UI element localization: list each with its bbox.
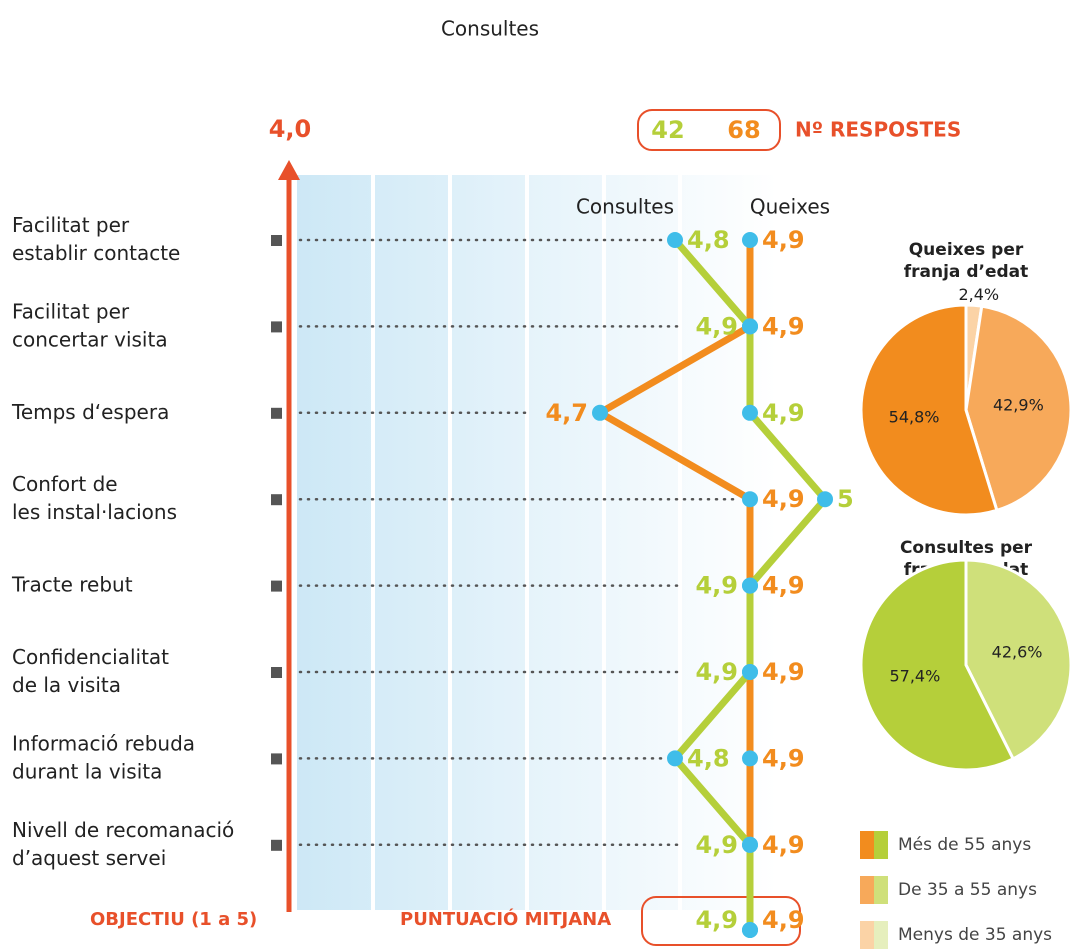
value-label: 4,9 [695,312,738,340]
row-marker [271,753,282,765]
value-label: 4,8 [687,744,730,772]
legend-label: Més de 55 anys [898,835,1031,855]
pie-slice [859,303,999,517]
category-line: d’aquest servei [12,845,166,869]
category-line: Facilitat per [12,299,130,323]
pie-title: Consultes per [900,538,1033,558]
category-line: Tracte rebut [11,572,133,596]
pie-slice [964,558,1072,761]
value-label: 4,9 [762,744,805,772]
category-label: Facilitat per establir contacte [12,213,180,265]
average-label: PUNTUACIÓ MITJANA [400,908,611,930]
category-line: de la visita [12,673,121,697]
pie-title: Queixes per [909,240,1024,260]
responses-label: Nº RESPOSTES [795,118,961,142]
row-marker [271,580,282,592]
panel-lines [371,175,682,910]
pie-label: 57,4% [889,667,940,686]
pie-label: 42,9% [993,396,1044,415]
row-marker [271,407,282,419]
row-marker [271,494,282,506]
category-line: durant la visita [12,759,162,783]
objective-caption: OBJECTIU (1 a 5) [90,909,257,930]
responses-value: 68 [727,116,760,144]
pie-slice [859,558,1016,772]
row-marker [271,667,282,678]
category-label: Nivell de recomanació d’aquest servei [12,817,234,869]
category-label: Temps d‘espera [11,399,169,423]
series-line [671,237,829,848]
value-label: 4,7 [545,399,588,427]
category-line: establir contacte [12,241,180,265]
point [742,491,758,508]
legend-swatch [874,876,888,904]
value-label: 5 [837,485,854,513]
category-line: Confidencialitat [12,645,169,669]
row-marker [271,839,282,851]
legend-swatch [874,921,888,949]
legend-swatch [874,831,888,859]
row-marker [271,321,282,333]
category-line: Facilitat per [12,213,130,237]
pie-label: 2,4% [958,285,999,304]
category-label: Facilitat per concertar visita [12,299,168,351]
objective-label: 4,0 [269,115,312,143]
arrow-head [278,160,300,180]
point [742,232,758,248]
point [817,491,833,508]
point [742,404,758,421]
title: Consultes [441,17,539,41]
category-line: Temps d‘espera [11,399,169,423]
point [742,750,758,767]
value-label: 4,9 [695,831,738,859]
responses-value: 42 [651,116,684,144]
average-value: 4,9 [762,906,805,934]
legend-swatch [860,876,874,904]
average-point [742,922,758,938]
responses-box [637,109,781,151]
value-label: 4,9 [762,831,805,859]
category-line: Informació rebuda [12,731,195,755]
value-label: 4,9 [762,572,805,600]
category-line: concertar visita [12,327,168,351]
value-label: 4,9 [762,658,805,686]
point [742,577,758,594]
legend-swatch [860,921,874,949]
legend-label: Menys de 35 anys [898,925,1052,945]
series-line [596,240,754,845]
point [742,836,758,853]
category-label: Tracte rebut [11,572,133,596]
pie-title: franja d’edat [904,262,1029,282]
average-value: 4,9 [695,906,738,934]
point [667,232,683,248]
legend-label: De 35 a 55 anys [898,880,1037,900]
category-label: Informació rebuda durant la visita [12,731,195,783]
category-label: Confidencialitat de la visita [12,645,169,697]
row-marker [271,235,282,246]
series-header: Consultes [576,195,674,219]
value-label: 4,9 [762,485,805,513]
point [742,664,758,680]
point [667,750,683,767]
value-label: 4,9 [762,226,805,254]
pie-slice [964,304,1072,513]
value-label: 4,9 [762,399,805,427]
value-label: 4,9 [695,658,738,686]
value-label: 4,9 [762,312,805,340]
point [592,404,608,421]
category-line: les instal·lacions [12,500,177,524]
value-label: 4,9 [695,572,738,600]
point [742,318,758,335]
category-line: Nivell de recomanació [12,817,234,841]
average-box [641,896,801,946]
category-label: Confort de les instal·lacions [12,472,177,524]
panel [297,175,777,910]
category-line: Confort de [12,472,118,496]
value-label: 4,8 [687,226,730,254]
pie-label: 42,6% [992,642,1043,661]
pie-label: 54,8% [889,407,940,426]
legend-swatch [860,831,874,859]
series-header: Queixes [750,195,830,219]
